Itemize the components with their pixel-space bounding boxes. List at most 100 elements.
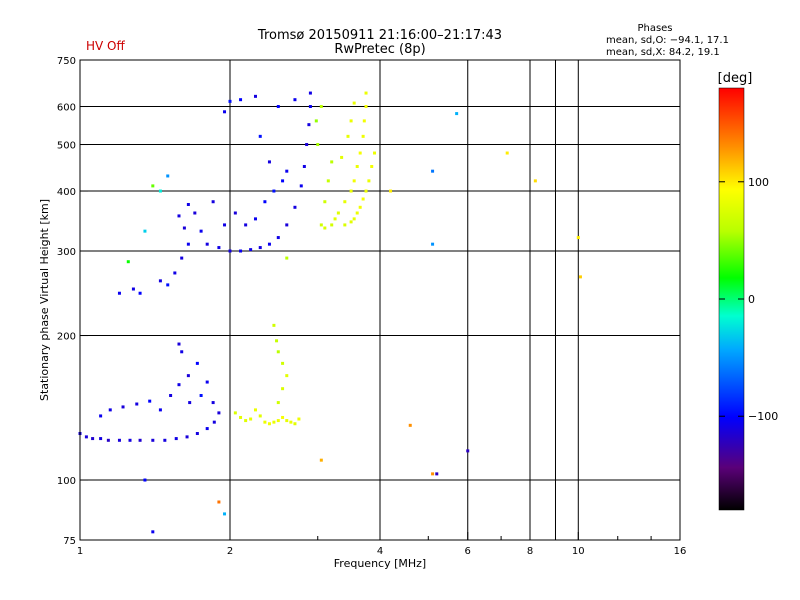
data-point [253, 217, 257, 221]
data-point [373, 151, 377, 155]
data-point [276, 401, 280, 405]
data-point [180, 350, 184, 354]
data-point [128, 438, 132, 442]
data-point [193, 211, 197, 215]
data-point [431, 472, 435, 476]
plot-area: 1 2 4 6 8 10 16 75 100 200 300 400 500 600 750 [57, 56, 686, 557]
data-point [186, 374, 190, 378]
data-point [267, 422, 271, 426]
stats-o-mode: mean, sd,O: −94.1, 17.1 [606, 35, 729, 46]
data-point [91, 437, 95, 441]
data-point [364, 91, 368, 95]
data-point [217, 246, 221, 250]
data-point [276, 105, 280, 109]
data-point [285, 256, 289, 260]
data-point [126, 260, 130, 264]
data-point [466, 449, 470, 453]
data-point [117, 291, 121, 295]
stats-heading: Phases [637, 23, 672, 34]
data-point [239, 415, 243, 419]
data-point [281, 387, 285, 391]
data-point [253, 94, 257, 98]
data-point [281, 179, 285, 183]
data-point [361, 134, 365, 138]
data-point [505, 151, 509, 155]
data-point [151, 184, 155, 188]
data-point [361, 197, 365, 201]
data-point [285, 419, 289, 423]
data-point [177, 342, 181, 346]
data-point [435, 472, 439, 476]
data-point [319, 458, 323, 462]
data-point [177, 214, 181, 218]
data-point [308, 91, 312, 95]
data-point [346, 134, 350, 138]
data-point [151, 438, 155, 442]
data-point [158, 189, 162, 193]
data-point [249, 417, 253, 421]
data-point [199, 229, 203, 233]
x-tick-label: 1 [77, 546, 83, 557]
data-point [576, 236, 580, 240]
data-point [355, 164, 359, 168]
data-point [299, 184, 303, 188]
data-point [249, 248, 253, 252]
data-point [455, 112, 459, 116]
data-point [244, 419, 248, 423]
data-point [314, 119, 318, 123]
data-point [302, 164, 306, 168]
data-point [217, 500, 221, 504]
data-point [272, 323, 276, 327]
data-point [431, 242, 435, 246]
data-point [285, 169, 289, 173]
data-point [239, 98, 243, 102]
data-point [289, 420, 293, 424]
data-point [276, 419, 280, 423]
y-tick-label: 600 [57, 103, 76, 114]
data-point [253, 408, 257, 412]
y-tick-label: 200 [57, 332, 76, 343]
data-point [211, 200, 215, 204]
data-point [352, 179, 356, 183]
data-point [272, 189, 276, 193]
data-point [205, 242, 209, 246]
x-tick-label: 8 [527, 546, 533, 557]
data-point [99, 437, 103, 441]
data-point [305, 143, 309, 147]
stats-x-mode: mean, sd,X: 84.2, 19.1 [606, 47, 720, 58]
data-point [199, 394, 203, 398]
x-axis-ticks: 1 2 4 6 8 10 16 [77, 532, 687, 557]
data-point [106, 438, 110, 442]
data-point [174, 437, 178, 441]
data-point [131, 287, 135, 291]
data-point [143, 478, 147, 482]
data-point [205, 380, 209, 384]
data-point [117, 438, 121, 442]
data-point [188, 401, 192, 405]
data-point [333, 217, 337, 221]
data-point [186, 242, 190, 246]
y-tick-label: 300 [57, 247, 76, 258]
data-point [276, 350, 280, 354]
chart-title: Tromsø 20150911 21:16:00–21:17:43 [257, 28, 502, 43]
x-axis-label: Frequency [MHz] [334, 557, 426, 570]
x-tick-label: 4 [377, 546, 383, 557]
data-point [108, 408, 112, 412]
data-point [297, 417, 301, 421]
data-point [205, 427, 209, 431]
data-point [267, 242, 271, 246]
data-point [308, 105, 312, 109]
data-point [343, 200, 347, 204]
data-point [285, 374, 289, 378]
data-point [148, 399, 152, 403]
data-point [195, 361, 199, 365]
x-tick-label: 16 [674, 546, 687, 557]
chart-subtitle: RwPretec (8p) [334, 42, 425, 57]
y-tick-label: 400 [57, 187, 76, 198]
colorbar-tick-label: 100 [748, 176, 769, 189]
data-point [244, 223, 248, 227]
data-point [258, 414, 262, 418]
data-point [319, 105, 323, 109]
data-point [177, 383, 181, 387]
